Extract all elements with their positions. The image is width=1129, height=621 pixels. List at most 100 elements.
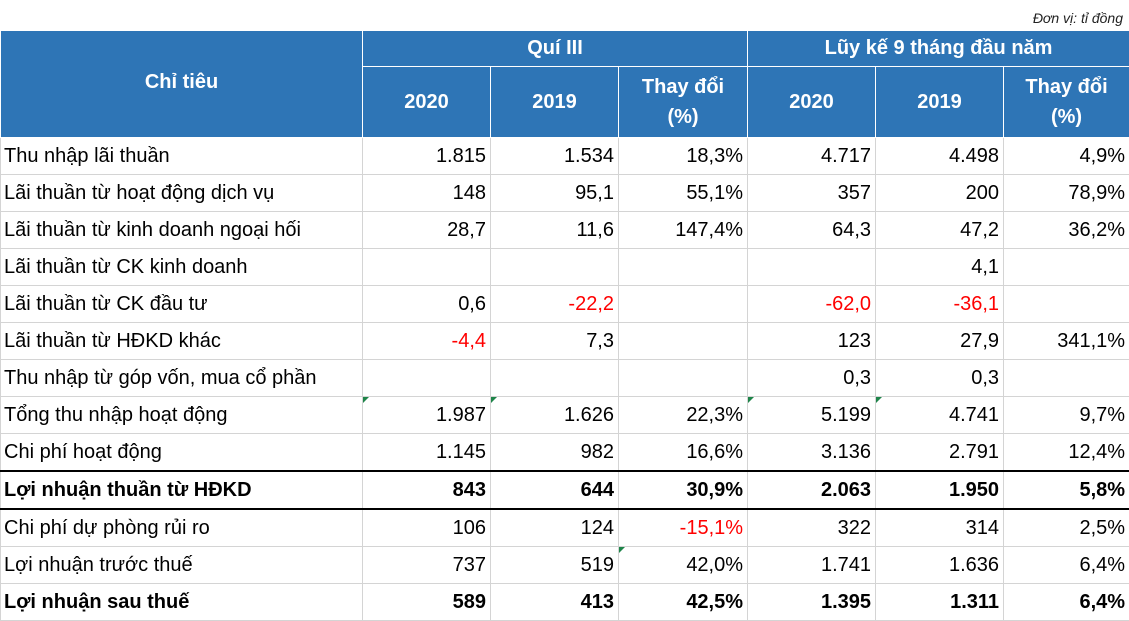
cell-q3-2019 <box>491 249 619 286</box>
header-q3-change: Thay đổi (%) <box>619 67 748 138</box>
cell-q3-change <box>619 323 748 360</box>
row-label: Lợi nhuận sau thuế <box>1 584 363 621</box>
row-label: Lãi thuần từ kinh doanh ngoại hối <box>1 212 363 249</box>
header-q3-2019: 2019 <box>491 67 619 138</box>
cell-q3-change <box>619 249 748 286</box>
cell-9m-2020: 1.741 <box>748 547 876 584</box>
cell-9m-change: 6,4% <box>1004 547 1129 584</box>
cell-q3-2020: 1.987 <box>363 397 491 434</box>
cell-q3-2020: 28,7 <box>363 212 491 249</box>
cell-q3-2019: 7,3 <box>491 323 619 360</box>
row-label: Thu nhập từ góp vốn, mua cổ phần <box>1 360 363 397</box>
cell-9m-2019: 4.741 <box>876 397 1004 434</box>
cell-9m-2020: 1.395 <box>748 584 876 621</box>
cell-9m-change: 2,5% <box>1004 509 1129 547</box>
cell-9m-2019: 27,9 <box>876 323 1004 360</box>
header-q3-2020: 2020 <box>363 67 491 138</box>
cell-q3-change: 42,0% <box>619 547 748 584</box>
row-label: Lãi thuần từ hoạt động dịch vụ <box>1 175 363 212</box>
table-row: Tổng thu nhập hoạt động 1.987 1.626 22,3… <box>1 397 1129 434</box>
cell-9m-2019: 2.791 <box>876 434 1004 472</box>
row-label: Chi phí dự phòng rủi ro <box>1 509 363 547</box>
cell-q3-2020: 1.815 <box>363 138 491 175</box>
cell-9m-2020: 357 <box>748 175 876 212</box>
cell-9m-2020: 123 <box>748 323 876 360</box>
cell-q3-change: 55,1% <box>619 175 748 212</box>
cell-9m-change <box>1004 286 1129 323</box>
header-change-text: Thay đổi <box>642 76 724 98</box>
cell-q3-2019: 519 <box>491 547 619 584</box>
cell-9m-2020: -62,0 <box>748 286 876 323</box>
cell-q3-2020: 737 <box>363 547 491 584</box>
cell-9m-2019: 1.311 <box>876 584 1004 621</box>
table-row: Lợi nhuận thuần từ HĐKD 843 644 30,9% 2.… <box>1 471 1129 509</box>
cell-q3-2020 <box>363 360 491 397</box>
row-label: Tổng thu nhập hoạt động <box>1 397 363 434</box>
cell-9m-2020: 0,3 <box>748 360 876 397</box>
cell-9m-2020: 322 <box>748 509 876 547</box>
cell-9m-change: 9,7% <box>1004 397 1129 434</box>
table-row: Chi phí hoạt động 1.145 982 16,6% 3.136 … <box>1 434 1129 472</box>
cell-q3-change: 30,9% <box>619 471 748 509</box>
cell-q3-2019: 1.534 <box>491 138 619 175</box>
cell-9m-2020 <box>748 249 876 286</box>
cell-q3-2019: 982 <box>491 434 619 472</box>
header-change-text: Thay đổi <box>1025 76 1107 98</box>
row-label: Lợi nhuận thuần từ HĐKD <box>1 471 363 509</box>
cell-q3-2020: -4,4 <box>363 323 491 360</box>
cell-q3-change: 147,4% <box>619 212 748 249</box>
cell-q3-change: 18,3% <box>619 138 748 175</box>
row-label: Chi phí hoạt động <box>1 434 363 472</box>
table-row: Lãi thuần từ CK đầu tư 0,6 -22,2 -62,0 -… <box>1 286 1129 323</box>
cell-q3-2019: 11,6 <box>491 212 619 249</box>
cell-9m-change: 12,4% <box>1004 434 1129 472</box>
cell-q3-2020: 148 <box>363 175 491 212</box>
cell-q3-2020: 589 <box>363 584 491 621</box>
cell-9m-change: 6,4% <box>1004 584 1129 621</box>
cell-9m-change: 5,8% <box>1004 471 1129 509</box>
cell-q3-change <box>619 286 748 323</box>
table-body: Thu nhập lãi thuần 1.815 1.534 18,3% 4.7… <box>1 138 1129 621</box>
cell-q3-2020: 0,6 <box>363 286 491 323</box>
table-header: Chỉ tiêu Quí III Lũy kế 9 tháng đầu năm … <box>1 31 1129 138</box>
cell-9m-change: 36,2% <box>1004 212 1129 249</box>
table-row: Thu nhập lãi thuần 1.815 1.534 18,3% 4.7… <box>1 138 1129 175</box>
cell-q3-change: 42,5% <box>619 584 748 621</box>
cell-9m-2019: 0,3 <box>876 360 1004 397</box>
cell-q3-2019: 124 <box>491 509 619 547</box>
header-change-unit: (%) <box>667 106 698 128</box>
header-9m-2020: 2020 <box>748 67 876 138</box>
header-group-q3: Quí III <box>363 31 748 67</box>
cell-9m-change <box>1004 360 1129 397</box>
header-9m-2019: 2019 <box>876 67 1004 138</box>
cell-q3-2019: -22,2 <box>491 286 619 323</box>
table-row: Lợi nhuận trước thuế 737 519 42,0% 1.741… <box>1 547 1129 584</box>
cell-q3-2019 <box>491 360 619 397</box>
cell-q3-change: 22,3% <box>619 397 748 434</box>
cell-9m-2020: 64,3 <box>748 212 876 249</box>
table-row: Lợi nhuận sau thuế 589 413 42,5% 1.395 1… <box>1 584 1129 621</box>
cell-9m-2019: 4.498 <box>876 138 1004 175</box>
table-row: Chi phí dự phòng rủi ro 106 124 -15,1% 3… <box>1 509 1129 547</box>
cell-9m-2019: 200 <box>876 175 1004 212</box>
cell-q3-change: -15,1% <box>619 509 748 547</box>
cell-9m-change: 341,1% <box>1004 323 1129 360</box>
table-row: Thu nhập từ góp vốn, mua cổ phần 0,3 0,3 <box>1 360 1129 397</box>
cell-q3-2020: 106 <box>363 509 491 547</box>
row-label: Lãi thuần từ HĐKD khác <box>1 323 363 360</box>
table-row: Lãi thuần từ hoạt động dịch vụ 148 95,1 … <box>1 175 1129 212</box>
unit-note: Đơn vị: tỉ đồng <box>1033 10 1123 26</box>
financial-results-table: Chỉ tiêu Quí III Lũy kế 9 tháng đầu năm … <box>0 30 1129 621</box>
cell-9m-2019: 314 <box>876 509 1004 547</box>
row-label: Thu nhập lãi thuần <box>1 138 363 175</box>
cell-9m-change: 4,9% <box>1004 138 1129 175</box>
table-row: Lãi thuần từ kinh doanh ngoại hối 28,7 1… <box>1 212 1129 249</box>
header-group-9m: Lũy kế 9 tháng đầu năm <box>748 31 1129 67</box>
cell-9m-2019: 1.636 <box>876 547 1004 584</box>
table-row: Lãi thuần từ CK kinh doanh 4,1 <box>1 249 1129 286</box>
cell-9m-2019: 47,2 <box>876 212 1004 249</box>
cell-9m-2020: 4.717 <box>748 138 876 175</box>
header-change-unit: (%) <box>1051 106 1082 128</box>
cell-q3-2019: 413 <box>491 584 619 621</box>
row-label: Lãi thuần từ CK đầu tư <box>1 286 363 323</box>
